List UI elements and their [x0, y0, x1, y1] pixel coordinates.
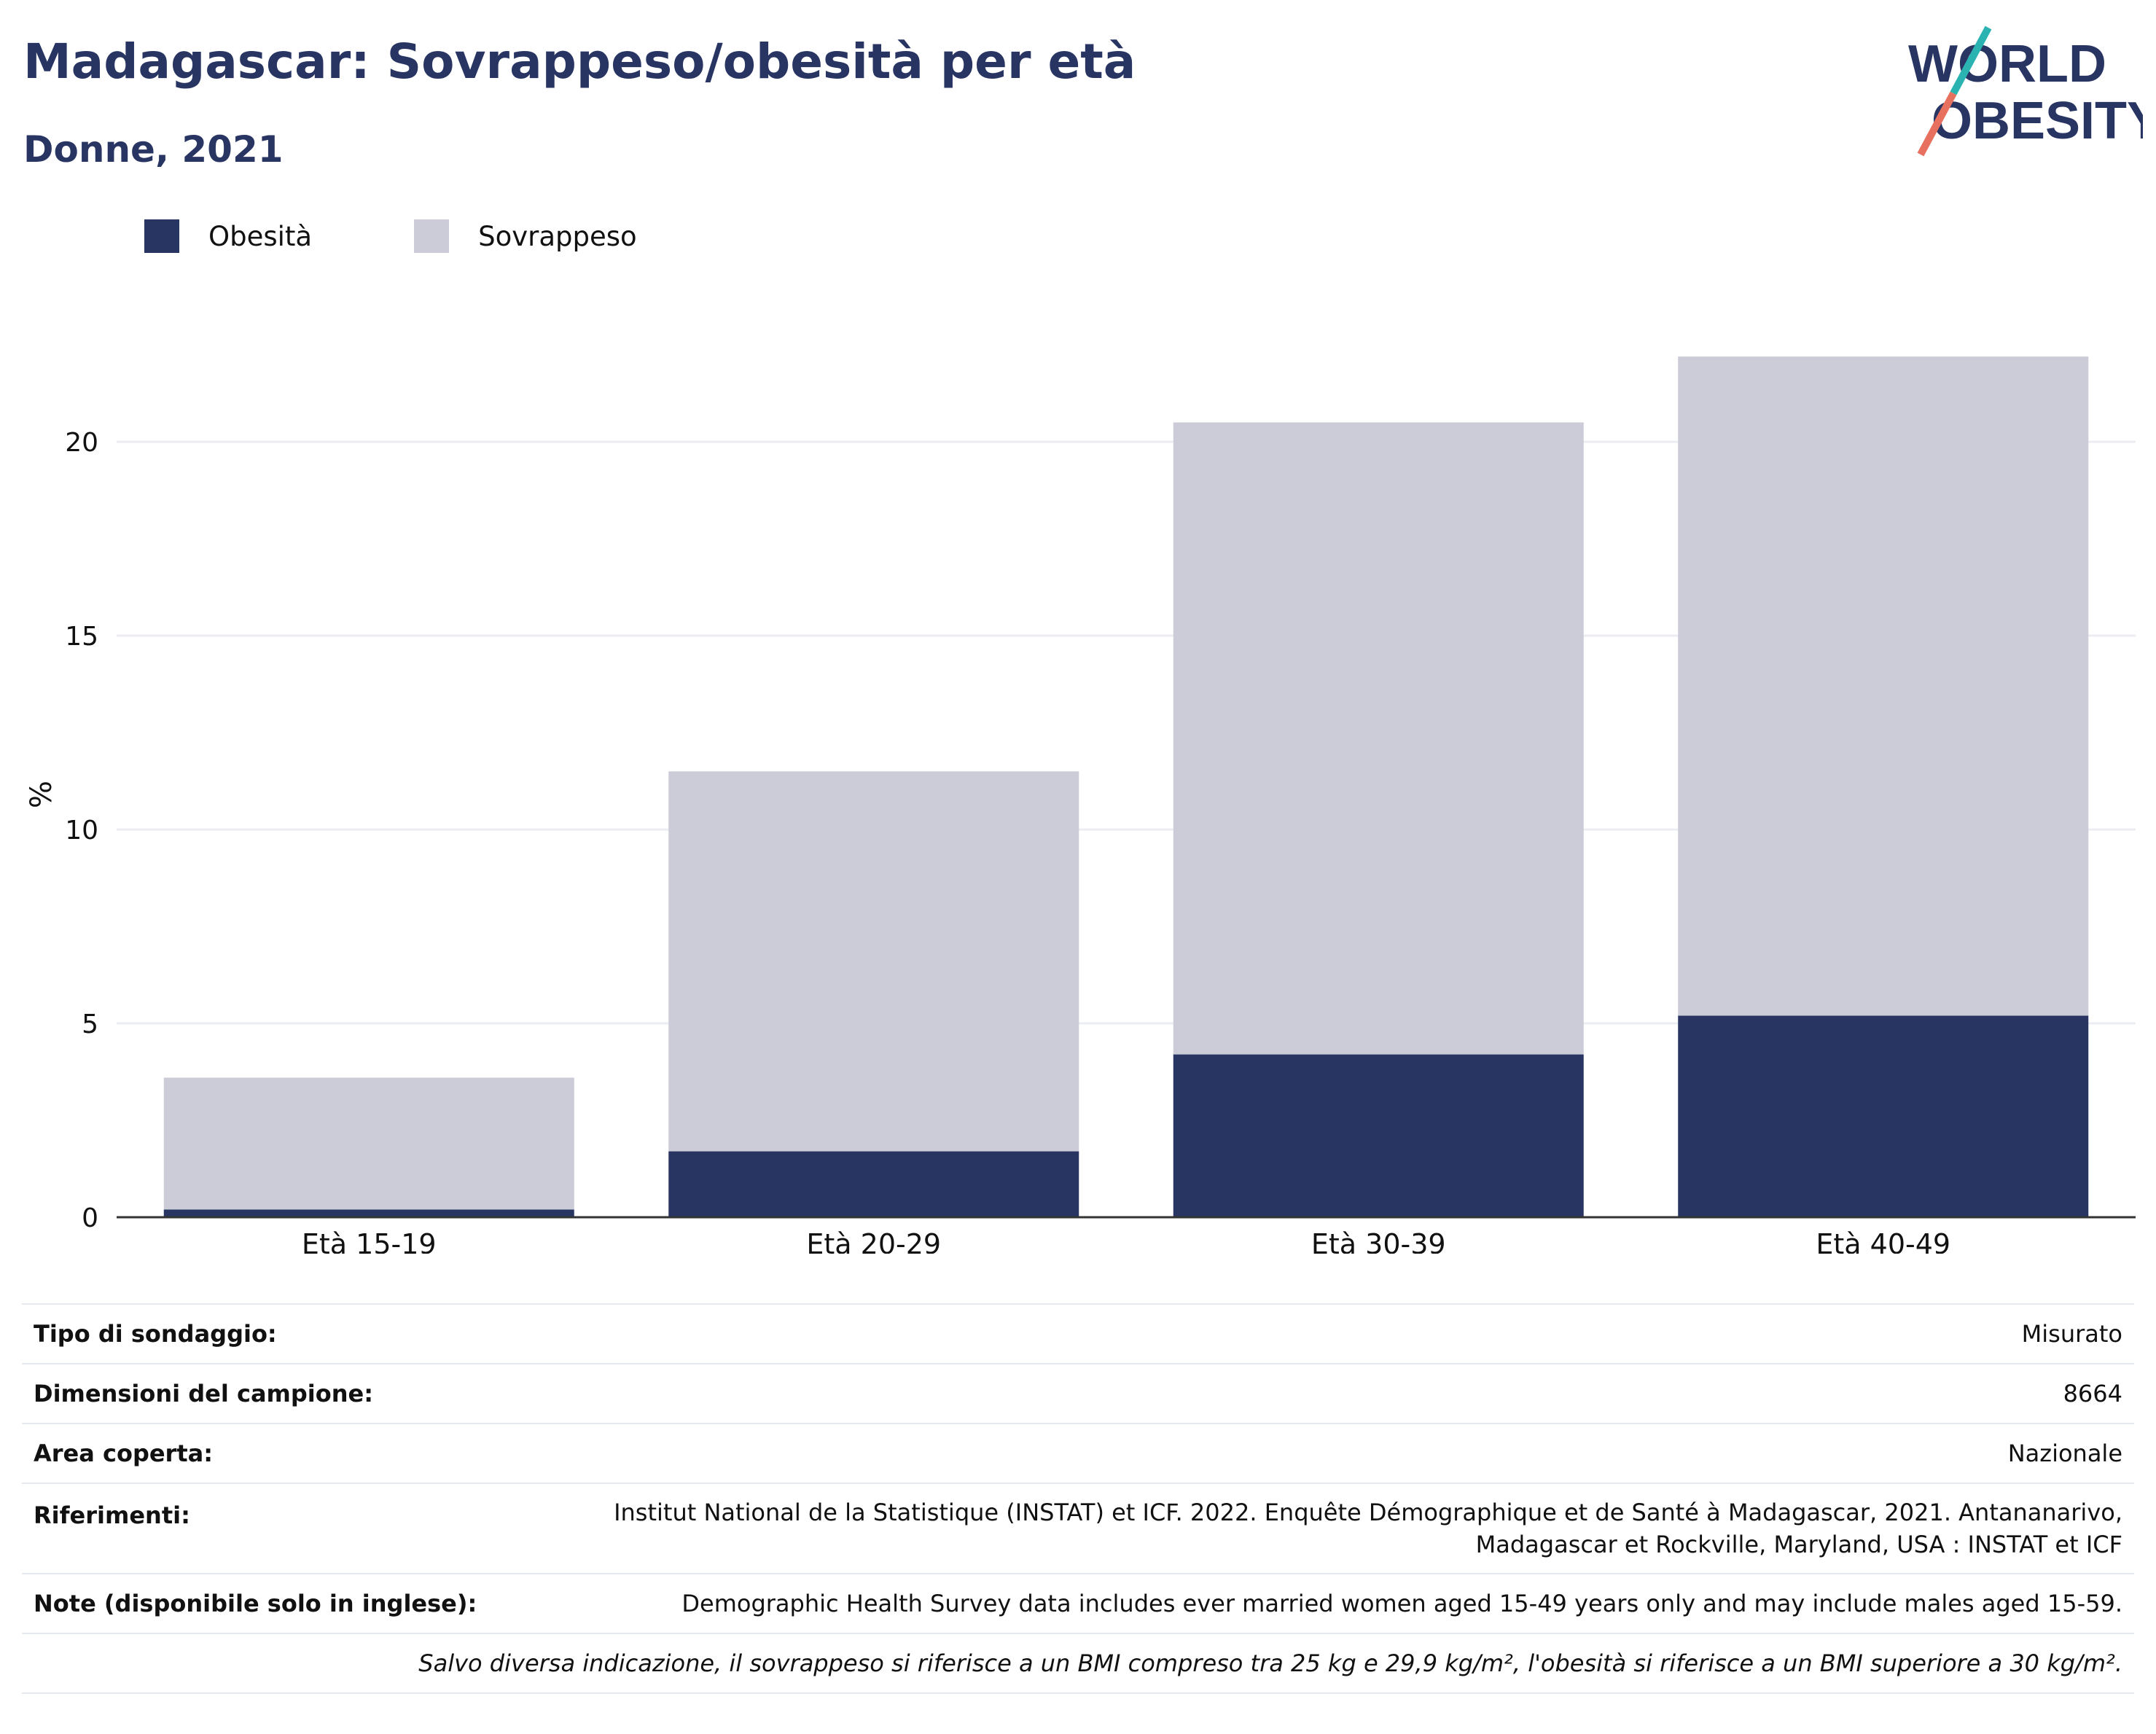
page-subtitle: Donne, 2021 [23, 128, 284, 171]
logo-slash-coral [1917, 91, 1957, 157]
legend-item-overweight[interactable]: Sovrappeso [414, 219, 637, 253]
info-key: Note (disponibile solo in inglese): [22, 1573, 570, 1633]
x-tick-label: Età 15-19 [302, 1228, 437, 1254]
info-row-references: Riferimenti: Institut National de la Sta… [22, 1483, 2134, 1574]
y-tick-label: 0 [82, 1203, 98, 1233]
bar-overweight[interactable] [163, 1077, 574, 1210]
bar-obesity[interactable] [1173, 1054, 1584, 1217]
info-value: Demographic Health Survey data includes … [570, 1573, 2134, 1633]
logo-line1: WORLD [1908, 35, 2106, 93]
bmi-footnote: Salvo diversa indicazione, il sovrappeso… [22, 1633, 2134, 1694]
bar-overweight[interactable] [668, 771, 1079, 1152]
survey-info-table: Tipo di sondaggio: Misurato Dimensioni d… [22, 1303, 2134, 1694]
world-obesity-logo: WORLD OBESITY [1908, 26, 2143, 157]
bars [163, 356, 2089, 1217]
bar-obesity[interactable] [163, 1209, 574, 1217]
x-tick-label: Età 30-39 [1311, 1228, 1446, 1254]
bar-obesity[interactable] [668, 1151, 1079, 1217]
logo-line2: OBESITY [1932, 92, 2143, 150]
info-row-notes: Note (disponibile solo in inglese): Demo… [22, 1573, 2134, 1633]
y-tick-label: 10 [65, 816, 98, 845]
info-row-footnote: Salvo diversa indicazione, il sovrappeso… [22, 1633, 2134, 1694]
bar-overweight[interactable] [1173, 422, 1584, 1055]
info-row-sample-size: Dimensioni del campione: 8664 [22, 1363, 2134, 1423]
logo-slash-teal [1950, 26, 1992, 95]
y-tick-label: 15 [65, 622, 98, 652]
info-key: Riferimenti: [22, 1483, 570, 1574]
x-tick-label: Età 20-29 [806, 1228, 941, 1254]
page-title: Madagascar: Sovrappeso/obesità per età [23, 34, 1136, 90]
info-value: 8664 [570, 1363, 2134, 1423]
x-tick-label: Età 40-49 [1816, 1228, 1950, 1254]
legend-swatch-overweight [414, 219, 450, 253]
bar-obesity[interactable] [1678, 1015, 2089, 1217]
info-key: Tipo di sondaggio: [22, 1303, 570, 1364]
y-tick-label: 20 [65, 428, 98, 458]
info-row-survey-type: Tipo di sondaggio: Misurato [22, 1303, 2134, 1364]
axes: 0 5 10 15 20 Età 15-19 Età 20-29 Età 30-39 Età 4… [65, 428, 2136, 1254]
legend-label-overweight: Sovrappeso [478, 220, 637, 252]
legend-swatch-obesity [144, 219, 179, 253]
info-value: Misurato [570, 1303, 2134, 1364]
legend-item-obesity[interactable]: Obesità [144, 219, 312, 253]
stacked-bar-chart: 0 5 10 15 20 Età 15-19 Età 20-29 Età 30-39 Età 4… [25, 356, 2136, 1254]
y-tick-label: 5 [82, 1009, 98, 1039]
reference-line-2: Madagascar et Rockville, Maryland, USA :… [1475, 1531, 2122, 1558]
y-axis-title: % [25, 781, 58, 808]
info-value: Nazionale [570, 1423, 2134, 1483]
info-key: Area coperta: [22, 1423, 570, 1483]
info-value: Institut National de la Statistique (INS… [570, 1483, 2134, 1574]
reference-line-1: Institut National de la Statistique (INS… [614, 1499, 2122, 1526]
chart-legend: Obesità Sovrappeso [144, 217, 739, 255]
bar-overweight[interactable] [1678, 356, 2089, 1016]
info-key: Dimensioni del campione: [22, 1363, 570, 1423]
legend-label-obesity: Obesità [208, 220, 313, 252]
info-row-area: Area coperta: Nazionale [22, 1423, 2134, 1483]
